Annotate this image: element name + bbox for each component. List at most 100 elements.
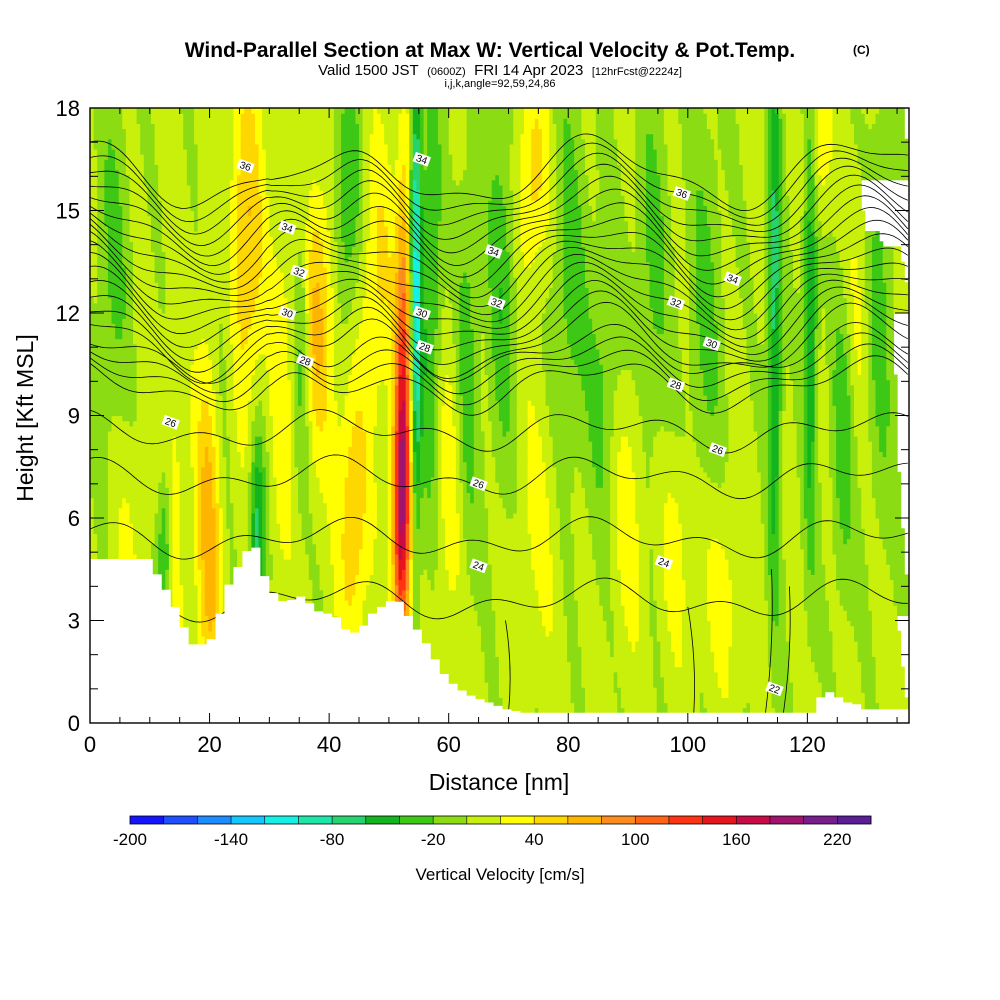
- w-cell: [168, 579, 174, 586]
- w-cell: [463, 487, 468, 493]
- w-cell: [118, 518, 131, 524]
- w-cell: [563, 594, 575, 601]
- w-cell: [832, 656, 859, 663]
- w-cell: [376, 523, 389, 529]
- w-cell: [778, 615, 787, 622]
- w-cell: [351, 354, 392, 360]
- w-cell: [613, 646, 633, 652]
- w-cell: [115, 328, 123, 335]
- w-cell: [427, 354, 435, 360]
- w-cell: [419, 323, 425, 329]
- w-cell: [484, 369, 496, 376]
- w-cell: [868, 379, 877, 386]
- w-cell: [581, 651, 611, 657]
- w-cell: [107, 523, 120, 529]
- w-cell: [398, 333, 403, 340]
- w-cell: [272, 446, 292, 452]
- w-cell: [341, 415, 357, 422]
- w-cell: [678, 333, 690, 340]
- w-cell: [161, 477, 166, 483]
- w-cell: [473, 395, 482, 401]
- w-cell: [868, 343, 873, 350]
- w-cell: [836, 338, 844, 345]
- w-cell: [717, 671, 730, 678]
- w-cell: [394, 594, 400, 601]
- w-cell: [803, 600, 830, 606]
- w-cell: [764, 589, 773, 596]
- w-cell: [107, 461, 174, 468]
- w-cell: [846, 374, 852, 381]
- w-cell: [337, 415, 342, 422]
- w-cell: [635, 512, 665, 519]
- w-cell: [599, 589, 611, 596]
- w-cell: [409, 507, 414, 514]
- w-cell: [419, 615, 478, 622]
- w-cell: [516, 456, 529, 463]
- w-cell: [437, 410, 443, 417]
- w-cell: [455, 343, 461, 350]
- w-cell: [362, 533, 378, 540]
- w-cell: [703, 697, 773, 704]
- w-cell: [516, 354, 543, 360]
- w-cell: [419, 625, 482, 632]
- w-cell: [419, 446, 435, 452]
- w-cell: [366, 430, 374, 437]
- w-cell: [509, 343, 518, 350]
- w-cell: [875, 420, 891, 427]
- w-cell: [387, 538, 392, 545]
- w-cell: [889, 569, 905, 575]
- w-cell: [201, 512, 217, 519]
- w-cell: [416, 410, 421, 417]
- w-cell: [290, 487, 299, 493]
- w-cell: [814, 446, 819, 452]
- w-cell: [681, 543, 712, 550]
- w-cell: [473, 420, 482, 427]
- w-cell: [588, 436, 604, 442]
- w-cell: [807, 369, 816, 376]
- w-cell: [473, 338, 482, 345]
- w-cell: [893, 589, 909, 596]
- w-cell: [247, 477, 253, 483]
- w-cell: [219, 589, 224, 596]
- w-cell: [402, 436, 407, 442]
- w-cell: [724, 343, 747, 350]
- w-cell: [308, 482, 321, 488]
- w-cell: [717, 389, 726, 396]
- w-cell: [699, 348, 719, 355]
- w-cell: [602, 384, 618, 391]
- w-cell: [251, 512, 256, 519]
- w-cell: [165, 569, 170, 575]
- w-cell: [559, 528, 572, 534]
- w-cell: [437, 492, 443, 499]
- w-cell: [90, 512, 95, 519]
- w-cell: [488, 697, 504, 704]
- w-cell: [656, 430, 676, 437]
- w-cell: [728, 559, 765, 565]
- w-cell: [775, 523, 780, 529]
- w-cell: [656, 610, 669, 616]
- w-cell: [312, 584, 321, 591]
- w-cell: [828, 420, 837, 427]
- w-cell: [628, 635, 640, 642]
- w-cell: [247, 523, 253, 529]
- w-cell: [767, 415, 773, 422]
- w-cell: [663, 538, 683, 545]
- w-cell: [732, 600, 769, 606]
- w-cell: [821, 482, 834, 488]
- w-cell: [226, 405, 235, 411]
- w-cell: [333, 313, 342, 319]
- w-cell: [262, 497, 267, 504]
- w-cell: [832, 400, 852, 406]
- w-cell: [814, 400, 819, 406]
- w-cell: [387, 466, 392, 473]
- w-cell: [402, 569, 407, 575]
- w-cell: [488, 410, 500, 417]
- w-cell: [201, 543, 217, 550]
- w-cell: [258, 533, 263, 540]
- w-cell: [197, 436, 213, 442]
- w-cell: [689, 313, 697, 319]
- w-cell: [782, 425, 798, 432]
- w-cell: [782, 523, 801, 529]
- w-cell: [394, 400, 400, 406]
- w-cell: [839, 328, 848, 335]
